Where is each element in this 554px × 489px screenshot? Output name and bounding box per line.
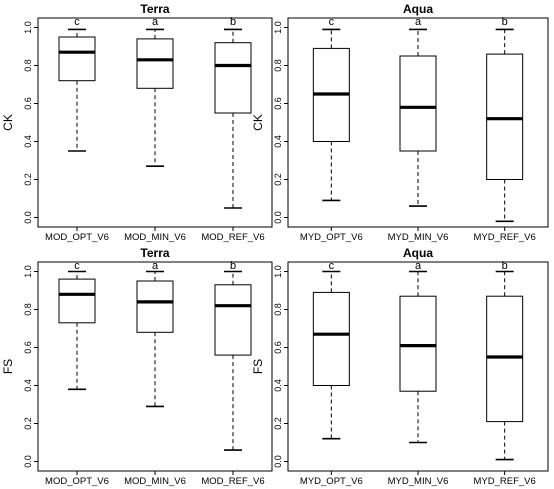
y-tick-label: 0.6 (273, 341, 283, 354)
y-tick-label: 0.2 (273, 173, 283, 186)
panel-title: Aqua (403, 2, 433, 16)
y-tick-label: 0.2 (23, 417, 33, 430)
x-category-label: MOD_MIN_V6 (124, 476, 186, 487)
iqr-box (58, 36, 96, 82)
y-tick-label: 0.4 (23, 379, 33, 392)
box-2 (136, 28, 174, 167)
box-1 (312, 270, 350, 440)
box-1 (58, 270, 96, 391)
iqr-box (136, 280, 174, 333)
group-letter: c (74, 16, 80, 28)
y-tick-label: 0.0 (23, 455, 33, 468)
y-tick-label: 0.8 (273, 59, 283, 72)
panel-3: Terra FS 0.0 0.2 0.4 0.6 0.8 1.0 MOD_OPT_V6 c MOD_… (1, 246, 273, 487)
x-category-label: MYD_OPT_V6 (300, 232, 363, 243)
panel-title: Aqua (403, 246, 433, 260)
x-category-label: MOD_REF_V6 (201, 232, 264, 243)
y-tick-label: 1.0 (23, 21, 33, 34)
box-3 (214, 270, 252, 451)
y-axis-label: CK (251, 114, 265, 131)
group-letter: a (415, 16, 422, 28)
group-letter: b (502, 16, 508, 28)
y-tick-label: 0.6 (273, 97, 283, 110)
y-axis-label: FS (251, 359, 265, 374)
y-tick-label: 0.6 (23, 97, 33, 110)
panel-title: Terra (140, 246, 169, 260)
iqr-box (312, 291, 350, 386)
y-tick-label: 0.6 (23, 341, 33, 354)
group-letter: a (152, 260, 159, 272)
group-letter: a (152, 16, 159, 28)
y-tick-label: 0.4 (273, 379, 283, 392)
x-category-label: MOD_MIN_V6 (124, 232, 186, 243)
x-category-label: MYD_MIN_V6 (388, 476, 449, 487)
box-1 (58, 28, 96, 152)
box-2 (399, 28, 437, 207)
group-letter: c (329, 260, 335, 272)
y-tick-label: 1.0 (273, 21, 283, 34)
y-tick-label: 0.8 (23, 59, 33, 72)
y-tick-label: 0.4 (23, 135, 33, 148)
box-1 (312, 28, 350, 202)
x-category-label: MOD_OPT_V6 (45, 232, 109, 243)
x-category-label: MYD_REF_V6 (474, 476, 536, 487)
y-tick-label: 0.8 (273, 303, 283, 316)
y-tick-label: 0.8 (23, 303, 33, 316)
iqr-box (58, 278, 96, 324)
y-tick-label: 0.0 (273, 455, 283, 468)
box-3 (486, 28, 524, 223)
y-tick-label: 0.0 (273, 211, 283, 224)
iqr-box (136, 38, 174, 89)
iqr-box (214, 42, 252, 114)
y-tick-label: 1.0 (273, 265, 283, 278)
iqr-box (399, 295, 437, 392)
x-category-label: MOD_REF_V6 (201, 476, 264, 487)
x-category-label: MYD_REF_V6 (474, 232, 536, 243)
box-3 (486, 270, 524, 461)
group-letter: a (415, 260, 422, 272)
box-2 (399, 270, 437, 444)
iqr-box (399, 55, 437, 152)
group-letter: b (230, 16, 236, 28)
group-letter: b (502, 260, 508, 272)
y-axis-label: CK (1, 114, 15, 131)
group-letter: b (230, 260, 236, 272)
panel-2: Aqua CK 0.0 0.2 0.4 0.6 0.8 1.0 MYD_OPT_V6 c MYD_M… (251, 2, 549, 243)
iqr-box (486, 53, 524, 180)
box-3 (214, 28, 252, 209)
x-category-label: MOD_OPT_V6 (45, 476, 109, 487)
group-letter: c (329, 16, 335, 28)
y-tick-label: 0.2 (23, 173, 33, 186)
box-2 (136, 270, 174, 408)
group-letter: c (74, 260, 80, 272)
y-tick-label: 0.0 (23, 211, 33, 224)
y-tick-label: 0.4 (273, 135, 283, 148)
y-axis-label: FS (1, 359, 15, 374)
iqr-box (214, 284, 252, 356)
x-category-label: MYD_OPT_V6 (300, 476, 363, 487)
y-tick-label: 0.2 (273, 417, 283, 430)
panel-4: Aqua FS 0.0 0.2 0.4 0.6 0.8 1.0 MYD_OPT_V6 c MYD_M… (251, 246, 549, 487)
panel-1: Terra CK 0.0 0.2 0.4 0.6 0.8 1.0 MOD_OPT_V6 c MOD_… (1, 2, 273, 243)
panel-title: Terra (140, 2, 169, 16)
iqr-box (486, 295, 524, 423)
y-tick-label: 1.0 (23, 265, 33, 278)
x-category-label: MYD_MIN_V6 (388, 232, 449, 243)
